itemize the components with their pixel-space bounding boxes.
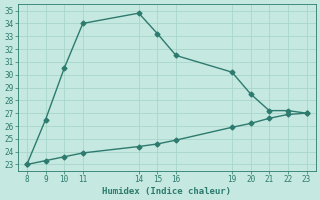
- X-axis label: Humidex (Indice chaleur): Humidex (Indice chaleur): [102, 187, 231, 196]
